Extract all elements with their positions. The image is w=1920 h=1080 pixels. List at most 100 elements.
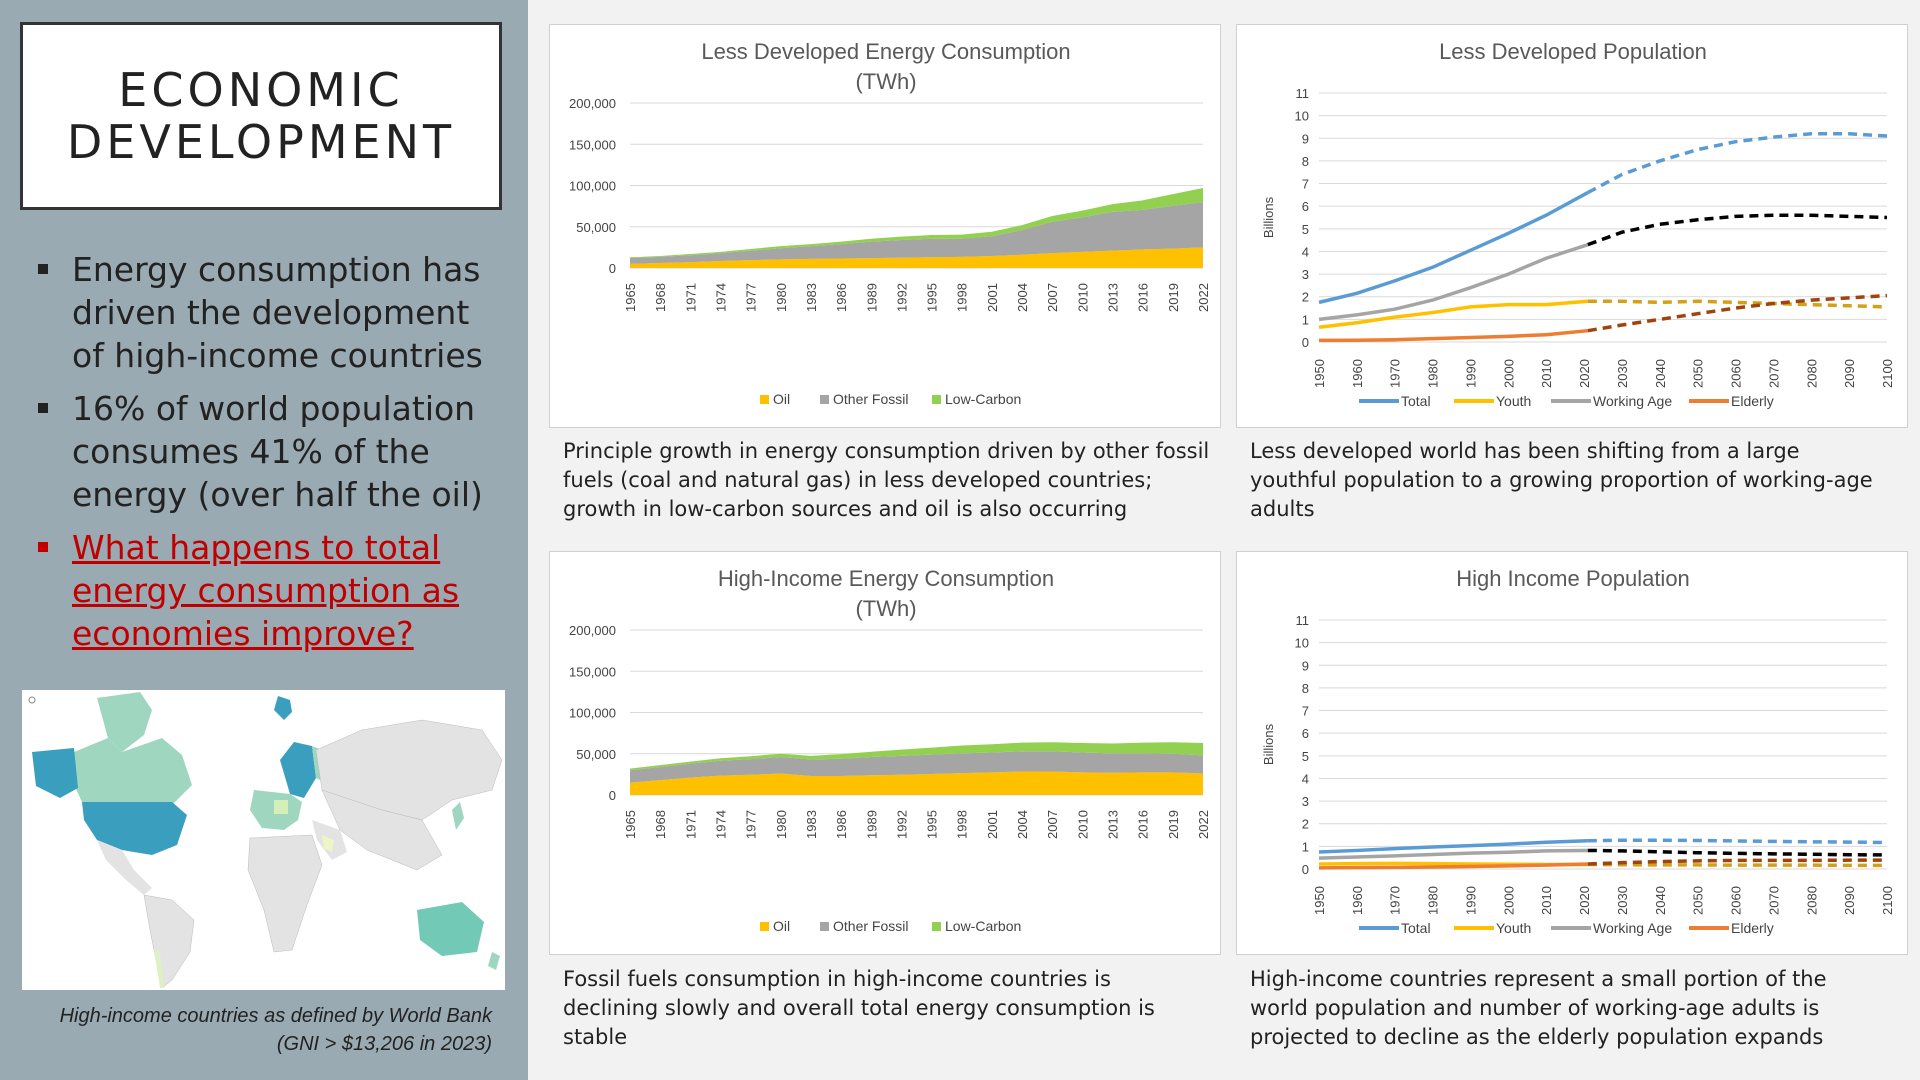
chart-subtitle: (TWh)	[855, 69, 916, 94]
x-tick-label: 2050	[1691, 886, 1706, 915]
map-caption-line-1: High-income countries as defined by Worl…	[59, 1005, 492, 1027]
line-series-elderly	[1318, 328, 1589, 343]
area-series-other-fossil	[630, 751, 1203, 783]
legend-label: Total	[1401, 393, 1431, 409]
x-tick-label: 2000	[1501, 886, 1516, 915]
y-tick-label: 7	[1302, 704, 1309, 719]
y-tick-label: 11	[1296, 613, 1310, 628]
legend-label: Elderly	[1731, 920, 1774, 936]
x-tick-label: 1998	[955, 283, 970, 312]
legend-label: Oil	[773, 391, 790, 407]
line-series-total	[1318, 191, 1589, 305]
y-tick-label: 2	[1302, 817, 1309, 832]
bullet-item: Energy consumption has driven the develo…	[30, 248, 510, 377]
x-tick-label: 1971	[683, 810, 698, 839]
legend-swatch	[820, 395, 829, 404]
projection-series-working-age	[1587, 213, 1888, 247]
area-series-other-fossil	[630, 202, 1203, 264]
x-tick-label: 1970	[1388, 886, 1403, 915]
x-tick-label: 1977	[744, 283, 759, 312]
y-tick-label: 0	[1302, 862, 1309, 877]
hi-population-description: High-income countries represent a small …	[1250, 967, 1827, 1049]
x-tick-label: 2040	[1653, 359, 1668, 388]
x-tick-label: 2007	[1045, 283, 1060, 312]
bullet-text: 16% of world population consumes 41% of …	[72, 389, 483, 514]
question-link[interactable]: What happens to total energy consumption…	[72, 528, 460, 653]
legend-label: Working Age	[1593, 920, 1672, 936]
legend-label: Other Fossil	[833, 918, 908, 934]
y-tick-label: 6	[1302, 199, 1309, 214]
x-tick-label: 1995	[925, 810, 940, 839]
line-series-working-age	[1318, 848, 1588, 860]
sidebar: ECONOMIC DEVELOPMENT Energy consumption …	[0, 0, 528, 1080]
x-tick-label: 2030	[1615, 886, 1630, 915]
x-tick-label: 2016	[1136, 283, 1151, 312]
x-tick-label: 2010	[1075, 283, 1090, 312]
x-tick-label: 2080	[1804, 359, 1819, 388]
x-tick-label: 2013	[1106, 810, 1121, 839]
x-tick-label: 1960	[1350, 359, 1365, 388]
x-tick-label: 1960	[1350, 886, 1365, 915]
legend-swatch	[932, 395, 941, 404]
map-caption-line-2: (GNI > $13,206 in 2023)	[276, 1033, 492, 1055]
x-tick-label: 2020	[1577, 359, 1592, 388]
chart-title: Less Developed Energy Consumption	[701, 39, 1070, 64]
legend-swatch	[820, 922, 829, 931]
x-tick-label: 2010	[1075, 810, 1090, 839]
projection-series-total	[1587, 131, 1888, 195]
y-tick-label: 50,000	[576, 747, 616, 762]
projection-series-elderly	[1587, 858, 1887, 866]
legend-swatch	[932, 922, 941, 931]
x-tick-label: 1965	[623, 810, 638, 839]
bullet-marker	[38, 264, 48, 274]
x-tick-label: 1989	[864, 283, 879, 312]
title-line-2: DEVELOPMENT	[66, 115, 456, 169]
world-map-image	[22, 690, 505, 990]
projection-series-youth	[1587, 299, 1888, 309]
y-tick-label: 200,000	[569, 96, 616, 111]
legend-label: Other Fossil	[833, 391, 908, 407]
x-tick-label: 2001	[985, 810, 1000, 839]
bullet-item: 16% of world population consumes 41% of …	[30, 387, 510, 516]
x-tick-label: 1980	[774, 810, 789, 839]
x-tick-label: 1995	[925, 283, 940, 312]
x-tick-label: 1998	[955, 810, 970, 839]
hi-energy-chart-panel: High-Income Energy Consumption (TWh) 0 50,0…	[549, 551, 1221, 955]
chart-title: Less Developed Population	[1439, 39, 1707, 64]
y-tick-label: 9	[1302, 131, 1309, 146]
chart-title: High Income Population	[1456, 566, 1690, 591]
x-tick-label: 1992	[894, 283, 909, 312]
x-tick-label: 1974	[713, 283, 728, 312]
x-tick-label: 2050	[1691, 359, 1706, 388]
x-tick-label: 2010	[1539, 359, 1554, 388]
legend-label: Oil	[773, 918, 790, 934]
x-tick-label: 1986	[834, 283, 849, 312]
x-tick-label: 1950	[1312, 359, 1327, 388]
y-tick-label: 4	[1302, 771, 1309, 786]
y-tick-label: 50,000	[576, 220, 616, 235]
x-tick-label: 2020	[1577, 886, 1592, 915]
x-tick-label: 2016	[1136, 810, 1151, 839]
x-tick-label: 2019	[1166, 283, 1181, 312]
title-box: ECONOMIC DEVELOPMENT	[20, 22, 502, 210]
y-axis-label: Billions	[1261, 196, 1276, 238]
x-tick-label: 2022	[1196, 283, 1211, 312]
x-tick-label: 2060	[1729, 359, 1744, 388]
x-tick-label: 1990	[1463, 886, 1478, 915]
question-bullet[interactable]: What happens to total energy consumption…	[30, 526, 510, 655]
legend-label: Working Age	[1593, 393, 1672, 409]
y-tick-label: 4	[1302, 244, 1309, 259]
hi-population-chart-panel: High Income Population Billions 0 1 2 3 4 5 6 7 8 9…	[1236, 551, 1908, 955]
x-tick-label: 2040	[1653, 886, 1668, 915]
ld-energy-chart-panel: Less Developed Energy Consumption (TWh) 0 5…	[549, 24, 1221, 428]
legend-label: Elderly	[1731, 393, 1774, 409]
map-caption: High-income countries as defined by Worl…	[22, 1002, 492, 1058]
x-tick-label: 1980	[1426, 886, 1441, 915]
x-tick-label: 1983	[804, 283, 819, 312]
y-tick-label: 0	[609, 788, 616, 803]
y-tick-label: 200,000	[569, 623, 616, 638]
legend-label: Low-Carbon	[945, 391, 1021, 407]
y-tick-label: 150,000	[569, 664, 616, 679]
legend-label: Total	[1401, 920, 1431, 936]
x-tick-label: 1986	[834, 810, 849, 839]
